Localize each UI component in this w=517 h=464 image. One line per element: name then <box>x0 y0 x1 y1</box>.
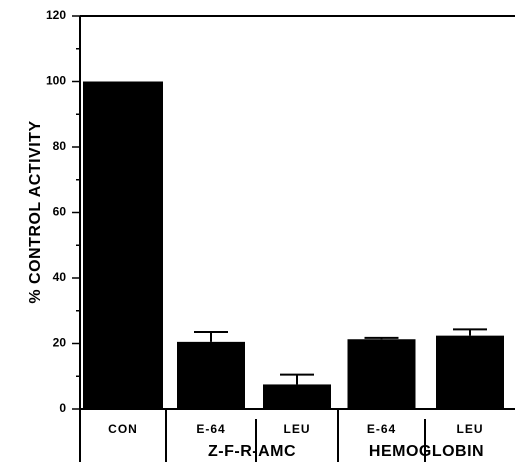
group-labels: Z-F-R-AMC HEMOGLOBIN <box>208 443 484 460</box>
y-tick-label: 100 <box>46 74 66 88</box>
category-label: LEU <box>457 422 484 436</box>
category-labels: CON E-64 LEU E-64 LEU <box>108 422 484 436</box>
bar <box>347 339 416 409</box>
y-tick-label: 0 <box>59 401 66 415</box>
y-tick-label: 20 <box>53 336 67 350</box>
category-label: E-64 <box>196 422 225 436</box>
group-label: Z-F-R-AMC <box>208 443 296 460</box>
y-tick-label: 40 <box>53 270 67 284</box>
y-tick-label: 60 <box>53 205 67 219</box>
group-label: HEMOGLOBIN <box>369 443 484 460</box>
error-bars <box>194 328 487 385</box>
y-axis-title: % CONTROL ACTIVITY <box>27 120 44 303</box>
bar <box>177 341 245 409</box>
y-tick-label: 80 <box>53 139 67 153</box>
y-tick-label: 120 <box>46 8 66 22</box>
category-label: E-64 <box>367 422 396 436</box>
bar <box>263 384 331 409</box>
bar <box>436 335 504 409</box>
bar <box>83 81 163 409</box>
bars <box>83 81 504 409</box>
category-label: LEU <box>284 422 311 436</box>
y-ticks: 0 20 40 60 80 100 120 <box>46 8 80 415</box>
axes <box>79 15 515 462</box>
category-label: CON <box>108 422 138 436</box>
